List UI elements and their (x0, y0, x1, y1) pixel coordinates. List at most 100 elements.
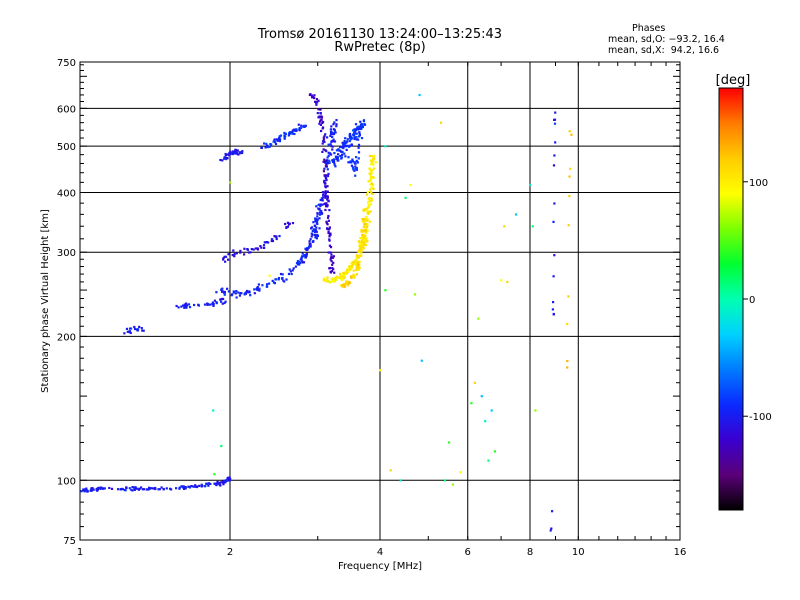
echo-point (500, 279, 503, 282)
y-axis-label: Stationary phase Virtual Height [km] (40, 209, 51, 393)
echo-point (222, 257, 225, 260)
phase-stats-heading: Phases (632, 23, 666, 34)
echo-point (235, 296, 238, 299)
echo-point (125, 327, 129, 330)
echo-point (84, 488, 87, 491)
echo-point (235, 152, 238, 155)
echo-point (175, 304, 178, 308)
echo-point (324, 159, 327, 162)
echo-point (272, 140, 275, 143)
echo-point (355, 258, 358, 261)
echo-point (321, 150, 324, 153)
echo-point (243, 247, 246, 250)
echo-point (260, 246, 263, 249)
echo-point (326, 196, 329, 199)
echo-point (287, 223, 291, 226)
echo-point (493, 450, 496, 453)
echo-point (337, 153, 340, 156)
echo-point (363, 220, 366, 223)
echo-point (357, 250, 360, 253)
echo-point (259, 245, 262, 248)
echo-point (549, 529, 552, 532)
echo-point (553, 154, 556, 157)
echo-point (365, 215, 368, 218)
echo-point (96, 489, 99, 492)
echo-point (294, 129, 297, 132)
echo-point (279, 272, 283, 276)
echo-point (276, 139, 279, 142)
echo-point (283, 280, 286, 283)
echo-point (131, 489, 134, 492)
echo-point (331, 135, 334, 139)
echo-point (372, 157, 375, 160)
echo-point (336, 159, 339, 162)
echo-point (227, 253, 230, 256)
echo-point (319, 213, 322, 216)
echo-point (534, 409, 537, 412)
echo-point (273, 138, 276, 141)
echo-point (275, 237, 278, 241)
echo-point (366, 191, 369, 194)
echo-point (305, 248, 309, 252)
echo-point (138, 325, 141, 328)
echo-point (327, 172, 330, 175)
echo-point (170, 488, 173, 491)
echo-point (568, 195, 571, 198)
chart-title-line1: Tromsø 20161130 13:24:00–13:25:43 (257, 27, 503, 42)
echo-point (135, 328, 138, 331)
echo-point (220, 481, 223, 484)
echo-point (363, 229, 366, 232)
echo-point (340, 284, 343, 287)
echo-point (340, 277, 343, 280)
echo-point (322, 196, 325, 199)
echo-point (356, 260, 359, 264)
echo-point (360, 230, 363, 233)
echo-point (315, 226, 318, 229)
echo-point (223, 255, 226, 258)
echo-point (326, 168, 329, 171)
x-tick-label: 10 (572, 547, 585, 558)
echo-point (310, 235, 313, 238)
echo-point (297, 123, 300, 126)
echo-point (484, 420, 487, 423)
echo-point (332, 132, 335, 135)
echo-point (552, 275, 555, 278)
echo-point (197, 303, 200, 306)
echo-point (257, 283, 260, 286)
echo-point (237, 153, 240, 156)
echo-point (354, 165, 357, 168)
echo-point (566, 366, 569, 369)
echo-point (227, 258, 230, 261)
echo-point (309, 238, 312, 241)
echo-point (177, 306, 180, 309)
echo-point (275, 138, 279, 141)
echo-point (327, 251, 330, 254)
echo-point (133, 325, 136, 329)
echo-point (354, 129, 357, 132)
echo-point (215, 302, 218, 305)
echo-point (365, 238, 368, 241)
echo-point (291, 222, 295, 225)
echo-point (346, 144, 349, 147)
echo-point (227, 154, 231, 157)
echo-point (348, 134, 351, 137)
echo-point (318, 217, 321, 220)
echo-point (355, 136, 358, 139)
echo-point (328, 244, 331, 247)
echo-point (287, 134, 290, 137)
echo-point (324, 186, 327, 189)
echo-point (477, 317, 480, 320)
echo-point (235, 252, 238, 255)
x-tick-label: 6 (465, 547, 471, 558)
echo-point (332, 123, 335, 126)
echo-point (327, 214, 330, 218)
echo-point (353, 136, 356, 139)
echo-point (335, 156, 338, 159)
echo-point (329, 233, 332, 236)
echo-point (226, 153, 229, 156)
echo-point (285, 226, 288, 229)
echo-point (335, 157, 338, 160)
echo-point (552, 164, 556, 167)
echo-point (140, 486, 143, 489)
echo-point (288, 268, 291, 271)
